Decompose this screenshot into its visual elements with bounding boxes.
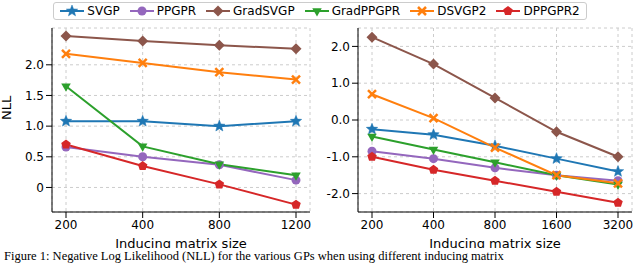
svg-text:800: 800: [208, 218, 231, 232]
svg-text:1600: 1600: [541, 218, 572, 232]
svg-text:800: 800: [484, 218, 507, 232]
svg-text:1.0: 1.0: [25, 119, 44, 133]
svg-text:-2.0: -2.0: [327, 187, 350, 201]
svg-text:Inducing matrix size: Inducing matrix size: [429, 236, 561, 248]
html-text:GradSVGP: GradSVGP: [233, 4, 295, 18]
svg-text:1.0: 1.0: [331, 76, 350, 90]
svg-text:400: 400: [131, 218, 154, 232]
svg-text:1200: 1200: [281, 218, 312, 232]
svg-text:2.0: 2.0: [25, 58, 44, 72]
svg-text:200: 200: [55, 218, 78, 232]
svg-text:0.0: 0.0: [331, 113, 350, 127]
svg-text:1.5: 1.5: [25, 89, 44, 103]
html-text:PPGPR: PPGPR: [156, 4, 196, 18]
html-text:DSVGP2: DSVGP2: [437, 4, 487, 18]
html-text:SVGP: SVGP: [87, 4, 120, 18]
html-text:GradPPGPR: GradPPGPR: [331, 4, 401, 18]
html-text:DPPGPR2: DPPGPR2: [523, 4, 580, 18]
svg-text:-1.0: -1.0: [327, 150, 350, 164]
svg-text:NLL: NLL: [8, 95, 14, 120]
svg-text:0.5: 0.5: [25, 150, 44, 164]
svg-text:2.0: 2.0: [331, 40, 350, 54]
svg-text:400: 400: [422, 218, 445, 232]
html-text:Figure 1: Negative Log Likelih: Figure 1: Negative Log Likelihood (NLL) …: [4, 249, 504, 263]
svg-text:0: 0: [36, 181, 44, 195]
svg-text:Inducing matrix size: Inducing matrix size: [115, 236, 247, 248]
svg-text:3200: 3200: [603, 218, 632, 232]
svg-text:200: 200: [361, 218, 384, 232]
